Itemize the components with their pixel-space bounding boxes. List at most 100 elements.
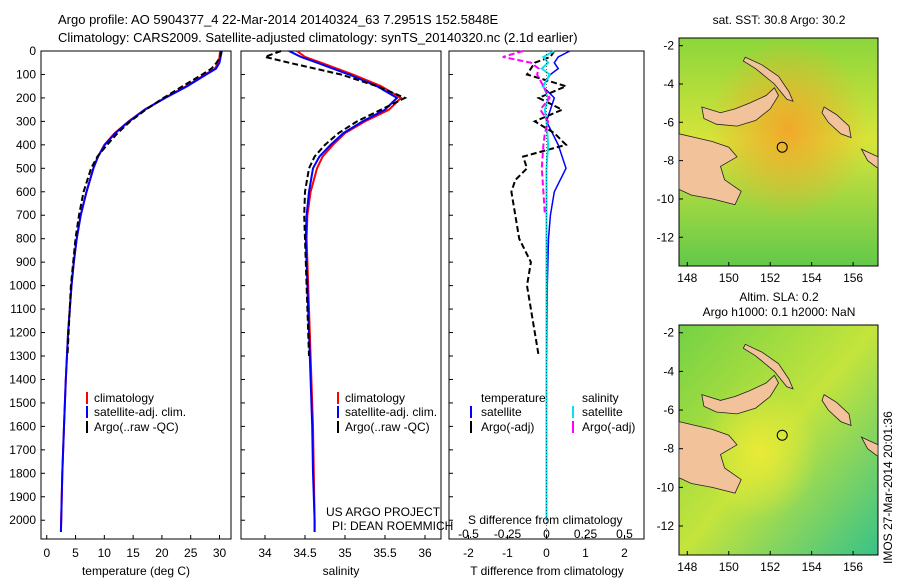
depth-tick-label: 2000 [9,513,36,527]
temperature-tick-label: 30 [213,546,227,560]
temperature-tick-label: 25 [184,546,198,560]
depth-tick-label: 1100 [10,302,36,316]
t-diff-tick-label: 1 [582,546,589,560]
series-climatology [59,50,222,533]
salinity-series [261,50,408,532]
land-mass [678,421,742,494]
salinity-panel-frame [240,50,442,540]
lat-tick-label: -10 [657,480,675,494]
lon-tick-label: 154 [802,271,822,285]
temperature-tick-label: 0 [43,546,50,560]
depth-tick-label: 1000 [9,279,36,293]
land-mass [860,436,879,458]
depth-tick-label: 1600 [9,419,36,433]
lon-tick-label: 156 [843,271,863,285]
sst-map-title: sat. SST: 30.8 Argo: 30.2 [713,13,846,27]
pi-credit: PI: DEAN ROEMMICH [332,519,453,533]
lat-tick-label: -10 [657,192,675,206]
depth-tick-label: 300 [16,114,36,128]
project-credit: US ARGO PROJECT [326,505,441,519]
diff-legend-temperature-title: temperature [481,391,546,405]
sal-legend-climatology: climatology [345,391,405,405]
series-argo-raw-qc- [261,50,408,357]
salinity-tick-label: 36 [418,546,432,560]
depth-tick-label: 1700 [9,443,36,457]
series-satellite-adj-clim- [59,50,223,533]
lon-tick-label: 150 [719,271,739,285]
lat-tick-label: -12 [657,519,675,533]
depth-tick-label: 200 [16,91,36,105]
lon-tick-label: 148 [677,271,697,285]
land-mass [860,148,879,170]
sla-argo-marker [776,429,788,441]
salinity-tick-label: 34.5 [293,546,317,560]
diff-legend-t-argo: Argo(-adj) [481,420,534,434]
lat-tick-label: -6 [663,403,674,417]
salinity-legend: climatology satellite-adj. clim. Argo(..… [326,391,453,533]
depth-tick-label: 400 [16,138,36,152]
diff-legend-t-satellite: satellite [481,405,522,419]
temperature-tick-label: 10 [98,546,112,560]
difference-xlabel: T difference from climatology [470,564,624,578]
t-diff-tick-label: -2 [463,546,474,560]
sla-land-shapes [678,343,879,494]
depth-tick-label: 0 [29,44,36,58]
temperature-tick-label: 20 [155,546,169,560]
sal-legend-satellite: satellite-adj. clim. [345,405,437,419]
difference-series [502,50,571,539]
depth-tick-label: 1400 [9,373,36,387]
lon-tick-label: 148 [677,560,697,574]
temperature-legend: climatology satellite-adj. clim. Argo(..… [86,391,186,434]
lon-tick-label: 150 [719,560,739,574]
diff-legend-s-satellite: satellite [582,405,623,419]
depth-tick-label: 1900 [9,490,36,504]
depth-tick-label: 1300 [9,349,36,363]
sst-argo-marker [776,141,788,153]
temperature-series [59,50,223,533]
lon-tick-label: 152 [760,271,780,285]
temp-legend-argo: Argo(..raw -QC) [94,420,179,434]
depth-tick-label: 900 [16,255,36,269]
salinity-tick-label: 34 [258,546,272,560]
lat-tick-label: -2 [663,326,674,340]
temperature-tick-label: 5 [72,546,79,560]
difference-legend: temperature salinity satellite Argo(-adj… [468,391,635,527]
s-diff-tick-label: -0.5 [458,527,479,541]
lat-tick-label: -6 [663,115,674,129]
land-mass [742,343,794,390]
temperature-tick-label: 15 [126,546,140,560]
sla-map-subtitle: Argo h1000: 0.1 h2000: NaN [703,305,856,319]
diff-legend-s-argo: Argo(-adj) [582,420,635,434]
temperature-panel-frame [40,50,232,540]
lat-tick-label: -8 [663,442,674,456]
land-mass [701,87,779,127]
depth-tick-label: 800 [16,232,36,246]
s-diff-tick-label: 0 [543,527,550,541]
land-mass [821,393,852,427]
lon-tick-label: 152 [760,560,780,574]
diff-top-axis-label: S difference from climatology [468,513,623,527]
s-diff-tick-label: 0.25 [574,527,598,541]
land-mass [742,56,794,102]
lat-tick-label: -4 [663,77,674,91]
series-t-argo-adj- [510,50,569,357]
diff-legend-salinity-title: salinity [582,391,619,405]
salinity-tick-label: 35 [338,546,352,560]
series-satellite-adj-clim- [288,50,399,532]
depth-tick-label: 500 [16,161,36,175]
sla-ticks: 148 150 152 154 156 -2 -4 -6 -8 -10 -12 [657,326,864,574]
land-mass [701,374,779,415]
lat-tick-label: -12 [657,230,675,244]
series-s-argo-adj- [502,50,551,216]
land-mass [821,106,852,139]
depth-tick-label: 700 [16,208,36,222]
series-s-satellite [540,50,555,521]
depth-tick-label: 1200 [9,326,36,340]
temperature-xlabel: temperature (deg C) [82,564,190,578]
s-diff-tick-label: -0.25 [494,527,522,541]
t-diff-tick-label: 2 [621,546,628,560]
header-line2: Climatology: CARS2009. Satellite-adjuste… [58,30,578,45]
salinity-xlabel: salinity [323,564,360,578]
temp-legend-satellite: satellite-adj. clim. [94,405,186,419]
